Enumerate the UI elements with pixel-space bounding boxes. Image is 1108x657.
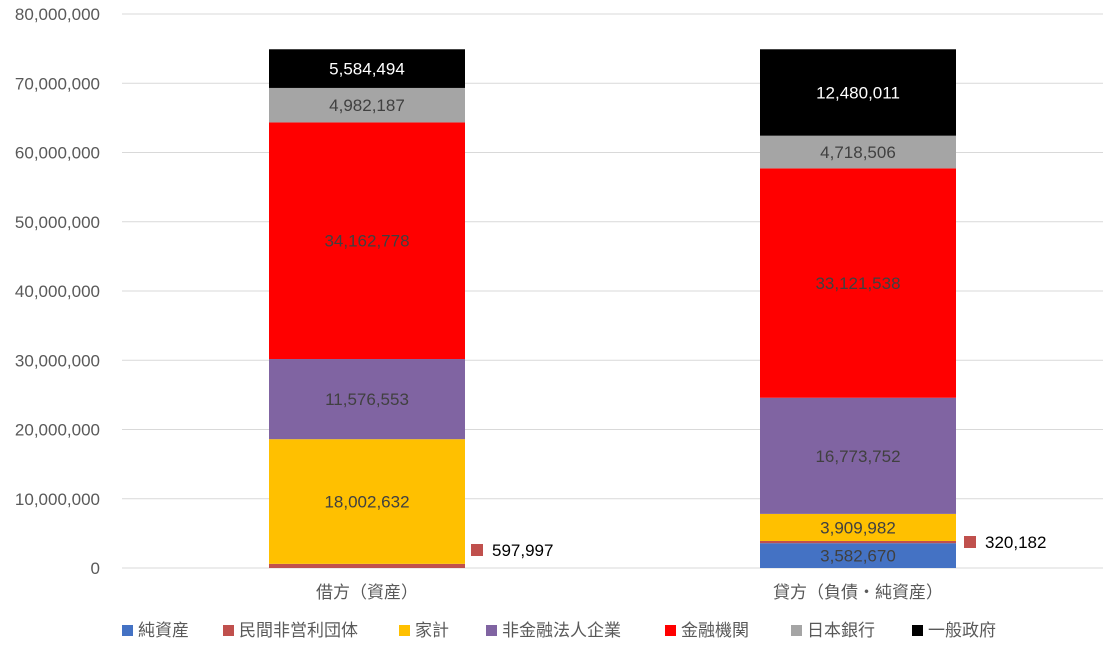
legend-label: 純資産: [138, 621, 189, 641]
data-labels: 597,997 18,002,632 11,576,553 34,162,778 4,9…: [324, 60, 1046, 566]
data-label: 18,002,632: [324, 493, 409, 512]
y-tick-label: 70,000,000: [15, 74, 100, 93]
legend-label: 家計: [415, 621, 449, 641]
data-label: 34,162,778: [324, 232, 409, 251]
legend-swatch: [223, 625, 234, 636]
data-label: 11,576,553: [325, 390, 409, 409]
x-axis-categories: 借方（資産） 貸方（負債・純資産）: [316, 583, 943, 603]
bars: [269, 49, 956, 568]
y-tick-label: 10,000,000: [15, 490, 100, 509]
y-tick-label: 40,000,000: [15, 282, 100, 301]
data-label: 4,982,187: [329, 96, 405, 115]
callout-marker: [471, 544, 483, 556]
x-category-label: 貸方（負債・純資産）: [773, 583, 943, 603]
y-tick-label: 20,000,000: [15, 421, 100, 440]
data-label: 12,480,011: [816, 83, 900, 102]
data-label: 597,997: [492, 541, 553, 560]
y-tick-label: 60,000,000: [15, 144, 100, 163]
legend-swatch: [122, 625, 133, 636]
bar-segment: [269, 122, 465, 360]
bar-segment: [269, 439, 465, 564]
bar-segment: [760, 49, 956, 136]
y-tick-label: 80,000,000: [15, 5, 100, 24]
legend-label: 非金融法人企業: [502, 621, 621, 641]
bar-segment: [269, 49, 465, 88]
bar-segment: [760, 540, 956, 544]
data-label: 320,182: [985, 533, 1046, 552]
legend-swatch: [791, 625, 802, 636]
legend-label: 金融機関: [681, 621, 749, 641]
legend-label: 日本銀行: [807, 621, 875, 641]
legend-swatch: [486, 625, 497, 636]
callout-marker: [964, 536, 976, 548]
legend-swatch: [665, 625, 676, 636]
data-label: 3,909,982: [820, 518, 896, 537]
data-label: 16,773,752: [815, 447, 900, 466]
bar-segment: [269, 87, 465, 123]
y-axis-ticks: 0 10,000,000 20,000,000 30,000,000 40,000,00…: [15, 5, 100, 578]
legend-label: 民間非営利団体: [239, 621, 358, 641]
data-label: 5,584,494: [329, 60, 405, 79]
y-tick-label: 30,000,000: [15, 351, 100, 370]
bar-segment: [269, 359, 465, 440]
bar-segment: [760, 135, 956, 169]
bar-segment: [269, 563, 465, 568]
bar-segment: [760, 397, 956, 514]
y-tick-label: 0: [91, 559, 100, 578]
data-label: 4,718,506: [820, 143, 896, 162]
data-label: 33,121,538: [815, 274, 900, 293]
legend: 純資産 民間非営利団体 家計 非金融法人企業 金融機関 日本銀行 一般政府: [122, 621, 996, 641]
x-category-label: 借方（資産）: [316, 583, 418, 603]
legend-label: 一般政府: [928, 621, 996, 641]
data-label: 3,582,670: [820, 547, 896, 566]
bar-segment: [760, 168, 956, 398]
bar-segment: [760, 543, 956, 568]
bar-segment: [760, 513, 956, 541]
legend-swatch: [399, 625, 410, 636]
y-tick-label: 50,000,000: [15, 213, 100, 232]
legend-swatch: [912, 625, 923, 636]
